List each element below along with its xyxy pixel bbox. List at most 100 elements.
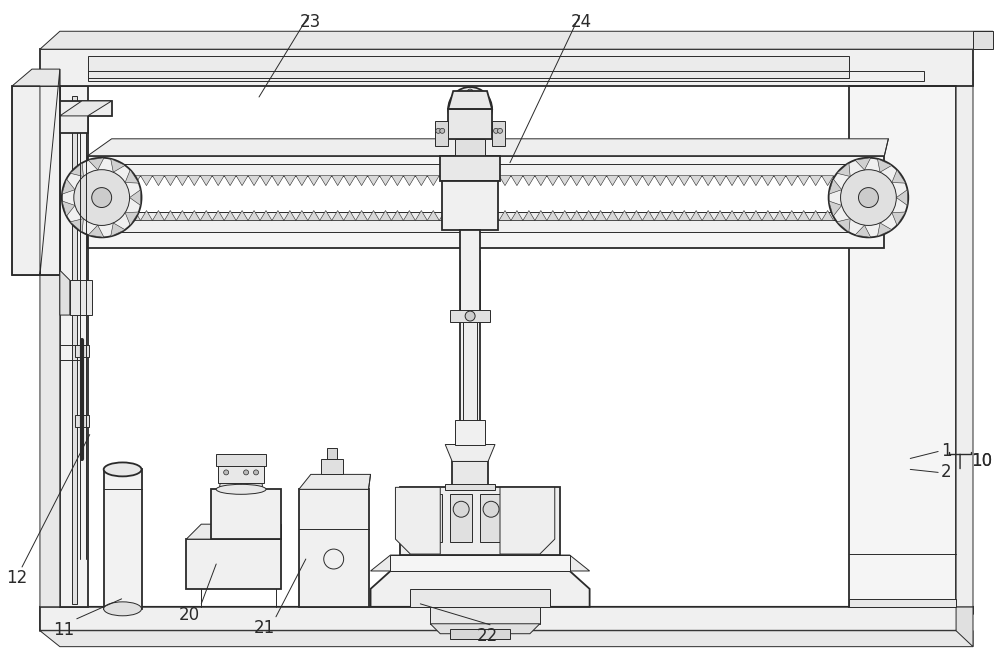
Polygon shape — [236, 211, 248, 220]
Bar — [455, 139, 485, 156]
Text: 10: 10 — [971, 453, 992, 471]
Bar — [112, 164, 870, 176]
Polygon shape — [595, 211, 607, 220]
Circle shape — [92, 187, 112, 207]
Bar — [112, 220, 870, 232]
Polygon shape — [415, 211, 427, 220]
Polygon shape — [40, 31, 993, 50]
Polygon shape — [40, 607, 973, 631]
Polygon shape — [260, 176, 272, 185]
Polygon shape — [427, 211, 439, 220]
Polygon shape — [403, 176, 415, 185]
Text: 21: 21 — [253, 619, 275, 637]
Polygon shape — [451, 176, 463, 185]
Polygon shape — [62, 179, 75, 194]
Ellipse shape — [104, 463, 142, 477]
Ellipse shape — [216, 484, 266, 494]
Polygon shape — [973, 31, 993, 50]
Polygon shape — [60, 101, 112, 133]
Circle shape — [62, 158, 142, 238]
Polygon shape — [296, 176, 308, 185]
Polygon shape — [607, 176, 618, 185]
Polygon shape — [125, 212, 139, 225]
Polygon shape — [750, 176, 762, 185]
Polygon shape — [368, 211, 380, 220]
Bar — [321, 459, 343, 475]
Polygon shape — [60, 101, 112, 116]
Bar — [450, 629, 510, 639]
Polygon shape — [877, 159, 892, 172]
Polygon shape — [607, 211, 618, 220]
Polygon shape — [487, 176, 499, 185]
Polygon shape — [451, 211, 463, 220]
Polygon shape — [415, 176, 427, 185]
Bar — [218, 465, 264, 483]
Bar — [60, 86, 88, 607]
Polygon shape — [956, 71, 973, 607]
Polygon shape — [583, 176, 595, 185]
Polygon shape — [111, 159, 125, 172]
Polygon shape — [855, 225, 871, 238]
Polygon shape — [762, 176, 774, 185]
Polygon shape — [284, 211, 296, 220]
Polygon shape — [439, 176, 451, 185]
Polygon shape — [523, 211, 535, 220]
Polygon shape — [332, 176, 344, 185]
Polygon shape — [726, 211, 738, 220]
Circle shape — [858, 187, 878, 207]
Polygon shape — [111, 223, 125, 236]
Polygon shape — [272, 176, 284, 185]
Bar — [88, 156, 884, 176]
Bar — [410, 589, 550, 607]
Polygon shape — [70, 218, 83, 232]
Text: 12: 12 — [6, 569, 28, 587]
Polygon shape — [523, 176, 535, 185]
Polygon shape — [12, 69, 60, 86]
Polygon shape — [344, 176, 356, 185]
Polygon shape — [666, 211, 678, 220]
Polygon shape — [547, 176, 559, 185]
Polygon shape — [129, 211, 141, 220]
Polygon shape — [430, 624, 540, 634]
Polygon shape — [726, 176, 738, 185]
Polygon shape — [117, 211, 129, 220]
Polygon shape — [654, 211, 666, 220]
Polygon shape — [892, 212, 906, 225]
Circle shape — [244, 470, 249, 475]
Polygon shape — [559, 211, 571, 220]
Polygon shape — [141, 176, 152, 185]
Circle shape — [236, 469, 246, 479]
Polygon shape — [152, 211, 164, 220]
Polygon shape — [356, 176, 368, 185]
Circle shape — [494, 128, 499, 133]
Polygon shape — [356, 211, 368, 220]
Polygon shape — [810, 176, 822, 185]
Text: 23: 23 — [300, 13, 321, 31]
Polygon shape — [702, 211, 714, 220]
Polygon shape — [547, 211, 559, 220]
Polygon shape — [786, 176, 798, 185]
Polygon shape — [117, 176, 129, 185]
Polygon shape — [666, 176, 678, 185]
Polygon shape — [200, 211, 212, 220]
Bar — [400, 487, 560, 555]
Bar — [440, 156, 500, 181]
Polygon shape — [583, 211, 595, 220]
Bar — [492, 121, 505, 146]
Text: 11: 11 — [53, 621, 74, 639]
Polygon shape — [475, 211, 487, 220]
Text: 10: 10 — [971, 453, 992, 471]
Polygon shape — [475, 176, 487, 185]
Polygon shape — [463, 176, 475, 185]
Circle shape — [467, 123, 473, 129]
Polygon shape — [371, 571, 590, 607]
Polygon shape — [511, 211, 523, 220]
Polygon shape — [829, 201, 842, 216]
Polygon shape — [212, 176, 224, 185]
Bar — [450, 310, 490, 322]
Polygon shape — [188, 176, 200, 185]
Bar — [450, 494, 472, 542]
Polygon shape — [164, 176, 176, 185]
Polygon shape — [296, 211, 308, 220]
Polygon shape — [595, 176, 607, 185]
